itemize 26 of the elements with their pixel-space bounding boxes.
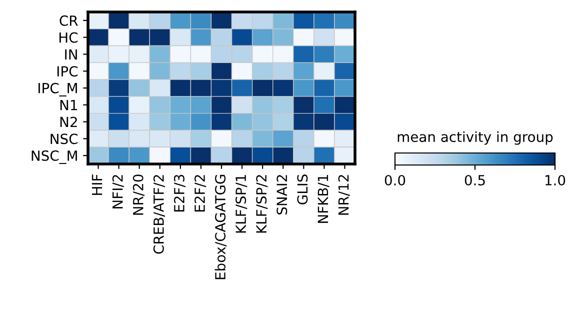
color-bar-label: 0.5 xyxy=(464,174,485,186)
y-tick-label: N2 xyxy=(60,116,77,128)
x-tick-label: HIF xyxy=(92,174,102,195)
y-tick-label: NSC_M xyxy=(32,150,77,164)
y-tick-label: IPC xyxy=(57,66,78,77)
x-tick-label: CREB/ATF/2 xyxy=(153,175,166,254)
x-tick-label: SNAI2 xyxy=(276,175,288,214)
x-tick-label: E2F/3 xyxy=(174,174,186,212)
color-bar-label: 0.0 xyxy=(384,174,406,186)
x-tick-label: NFI/2 xyxy=(112,175,124,208)
x-tick-label: Ebox/CAGATGG xyxy=(214,174,227,280)
x-tick-label: KLF/SP/2 xyxy=(256,175,268,233)
x-tick-label: NFKB/1 xyxy=(318,175,330,223)
y-tick-label: HC xyxy=(59,32,78,43)
y-tick-label: IPC_M xyxy=(38,82,77,96)
y-tick-label: CR xyxy=(60,15,78,26)
x-tick-label: NR/12 xyxy=(338,175,350,215)
y-tick-label: NSC xyxy=(50,134,78,144)
x-tick-label: NR/20 xyxy=(132,174,144,215)
y-tick-label: N1 xyxy=(60,100,77,110)
x-tick-label: E2F/2 xyxy=(194,175,206,212)
x-tick-label: GLIS xyxy=(297,174,308,204)
color-bar-label: 1.0 xyxy=(545,174,566,186)
x-tick-label: KLF/SP/1 xyxy=(236,175,248,233)
color-bar-title: mean activity in group xyxy=(398,131,553,145)
y-tick-label: IN xyxy=(65,49,77,60)
